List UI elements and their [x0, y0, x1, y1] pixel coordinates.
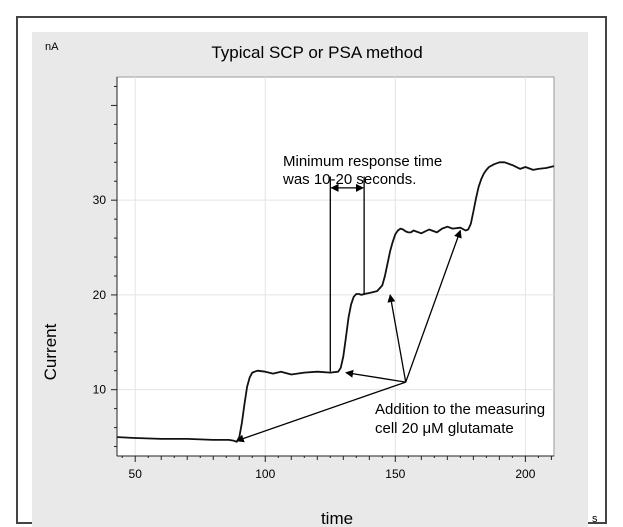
- x-tick-label: 100: [255, 467, 275, 481]
- x-tick-label: 200: [515, 467, 535, 481]
- response-time-annotation: Minimum response time was 10-20 seconds.: [282, 153, 446, 188]
- chart-title: Typical SCP or PSA method: [211, 43, 422, 62]
- axes: 50 100 150 200 10 20 30: [93, 77, 554, 481]
- glutamate-annotation: Addition to the measuring cell 20 μM glu…: [375, 401, 549, 437]
- addition-arrow: [387, 294, 407, 383]
- data-series: [116, 161, 555, 443]
- y-tick-label: 20: [93, 288, 107, 302]
- response-time-line-1: Minimum response time: [283, 153, 442, 170]
- addition-arrow: [235, 381, 406, 443]
- grid: [117, 77, 554, 456]
- x-unit-label: s: [592, 513, 598, 525]
- y-unit-label: nA: [45, 41, 59, 53]
- plot-area: [116, 76, 555, 457]
- addition-arrow: [405, 229, 462, 383]
- response-time-line-2: was 10-20 seconds.: [282, 171, 416, 188]
- annotation-marks: [235, 176, 462, 443]
- x-axis-label: time: [321, 509, 353, 527]
- x-tick-label: 150: [385, 467, 405, 481]
- x-tick-label: 50: [129, 467, 143, 481]
- y-axis-label: Current: [41, 323, 60, 380]
- y-tick-label: 10: [93, 383, 107, 397]
- addition-arrow: [345, 369, 406, 383]
- current-trace: [116, 161, 555, 443]
- y-tick-label: 30: [93, 193, 107, 207]
- glutamate-line-2: cell 20 μM glutamate: [375, 420, 514, 437]
- glutamate-line-1: Addition to the measuring: [375, 401, 545, 418]
